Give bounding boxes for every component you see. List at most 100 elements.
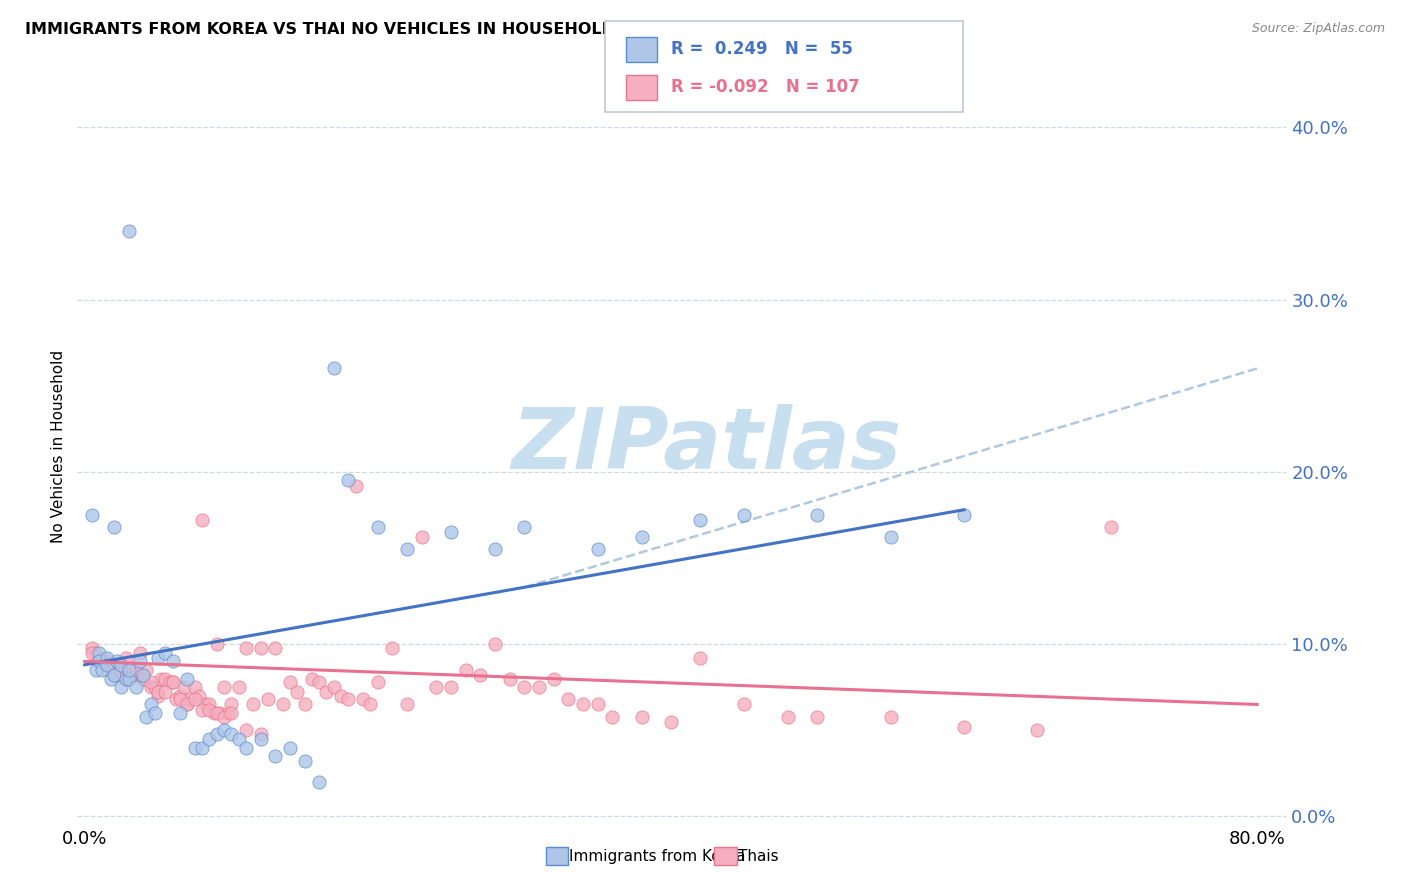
- Point: [176, 698, 198, 712]
- Point: [440, 525, 463, 540]
- Point: [470, 668, 492, 682]
- Point: [689, 651, 711, 665]
- Point: [271, 698, 294, 712]
- Point: [155, 646, 177, 660]
- Point: [86, 646, 108, 660]
- Point: [586, 698, 609, 712]
- Point: [806, 508, 828, 522]
- Point: [249, 727, 271, 741]
- Point: [176, 698, 198, 712]
- Point: [572, 698, 595, 712]
- Point: [162, 675, 184, 690]
- Point: [600, 709, 623, 723]
- Point: [169, 706, 191, 720]
- Point: [235, 740, 257, 755]
- Text: Source: ZipAtlas.com: Source: ZipAtlas.com: [1251, 22, 1385, 36]
- Point: [80, 640, 103, 655]
- Point: [198, 731, 221, 746]
- Point: [294, 755, 316, 769]
- Point: [806, 709, 828, 723]
- Point: [139, 698, 162, 712]
- Point: [183, 680, 205, 694]
- Point: [96, 651, 118, 665]
- Point: [91, 654, 114, 668]
- Point: [543, 672, 565, 686]
- Point: [733, 698, 755, 712]
- Point: [278, 675, 301, 690]
- Point: [322, 361, 344, 376]
- Point: [176, 672, 198, 686]
- Point: [139, 680, 162, 694]
- Point: [308, 775, 330, 789]
- Point: [630, 709, 652, 723]
- Point: [146, 685, 169, 699]
- Point: [103, 657, 125, 672]
- Point: [359, 698, 381, 712]
- Point: [264, 640, 287, 655]
- Point: [484, 542, 506, 557]
- Point: [179, 692, 201, 706]
- Point: [235, 640, 257, 655]
- Point: [301, 672, 323, 686]
- Point: [149, 672, 172, 686]
- Point: [367, 520, 389, 534]
- Point: [100, 657, 122, 672]
- Point: [198, 698, 221, 712]
- Point: [110, 663, 132, 677]
- Point: [208, 706, 231, 720]
- Point: [162, 654, 184, 668]
- Point: [778, 709, 800, 723]
- Point: [249, 640, 271, 655]
- Point: [129, 654, 152, 668]
- Point: [219, 706, 242, 720]
- Point: [205, 637, 228, 651]
- Point: [285, 685, 308, 699]
- Point: [308, 675, 330, 690]
- Point: [330, 689, 353, 703]
- Point: [953, 720, 976, 734]
- Text: Immigrants from Korea: Immigrants from Korea: [569, 849, 747, 863]
- Point: [1099, 520, 1122, 534]
- Point: [527, 680, 550, 694]
- Text: R =  0.249   N =  55: R = 0.249 N = 55: [671, 40, 852, 58]
- Point: [89, 646, 111, 660]
- Point: [344, 478, 367, 492]
- Point: [484, 637, 506, 651]
- Y-axis label: No Vehicles in Household: No Vehicles in Household: [51, 350, 66, 542]
- Point: [249, 731, 271, 746]
- Point: [242, 698, 264, 712]
- Point: [228, 680, 250, 694]
- Point: [80, 646, 103, 660]
- Point: [689, 513, 711, 527]
- Point: [132, 672, 155, 686]
- Point: [162, 675, 184, 690]
- Point: [337, 474, 360, 488]
- Point: [117, 672, 139, 686]
- Point: [146, 651, 169, 665]
- Point: [367, 675, 389, 690]
- Point: [630, 530, 652, 544]
- Point: [121, 668, 143, 682]
- Point: [91, 663, 114, 677]
- Point: [278, 740, 301, 755]
- Point: [205, 727, 228, 741]
- Point: [513, 520, 536, 534]
- Point: [191, 740, 214, 755]
- Text: ZIPatlas: ZIPatlas: [510, 404, 901, 488]
- Point: [146, 689, 169, 703]
- Point: [586, 542, 609, 557]
- Point: [352, 692, 374, 706]
- Point: [139, 675, 162, 690]
- Point: [1026, 723, 1049, 738]
- Point: [117, 663, 139, 677]
- Point: [110, 680, 132, 694]
- Point: [425, 680, 447, 694]
- Point: [125, 680, 148, 694]
- Point: [557, 692, 579, 706]
- Point: [105, 663, 128, 677]
- Point: [100, 672, 122, 686]
- Point: [89, 654, 111, 668]
- Point: [294, 698, 316, 712]
- Text: R = -0.092   N = 107: R = -0.092 N = 107: [671, 78, 859, 96]
- Point: [169, 689, 191, 703]
